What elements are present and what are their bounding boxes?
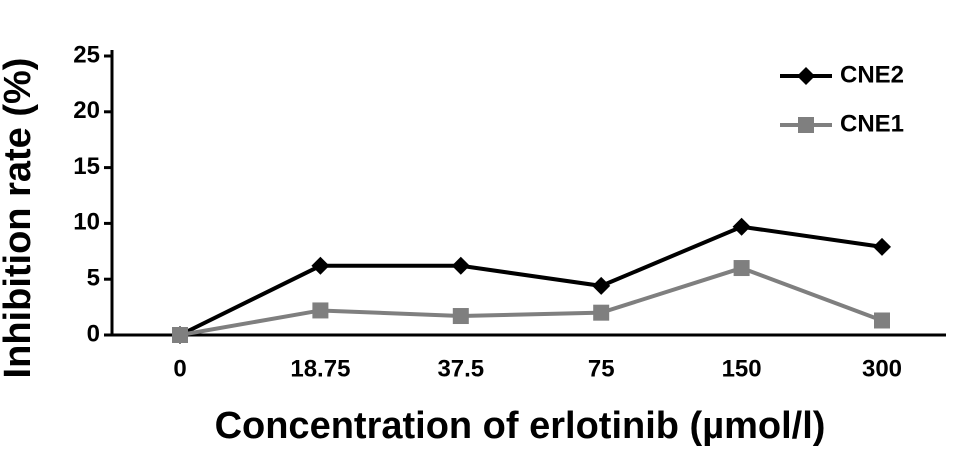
y-tick-label: 10 — [73, 209, 100, 236]
y-tick-label: 15 — [73, 153, 100, 180]
marker — [172, 327, 188, 343]
y-tick-label: 25 — [73, 41, 100, 68]
marker — [451, 256, 470, 275]
x-tick-label: 150 — [722, 355, 762, 382]
legend-label: CNE1 — [840, 110, 904, 137]
legend-marker — [798, 117, 814, 133]
marker — [593, 304, 610, 321]
x-tick-label: 0 — [173, 355, 186, 382]
y-tick-label: 5 — [87, 265, 100, 292]
x-tick-label: 18.75 — [290, 355, 350, 382]
x-tick-label: 75 — [588, 355, 615, 382]
marker — [874, 312, 890, 329]
series-line — [179, 265, 883, 337]
x-tick-label: 300 — [862, 355, 902, 382]
legend-label: CNE2 — [840, 61, 904, 88]
legend-marker — [797, 67, 815, 85]
x-tick-label: 37.5 — [437, 355, 484, 382]
marker — [873, 237, 891, 256]
y-axis-title: Inhibition rate (%) — [0, 58, 39, 379]
series-line — [179, 224, 883, 337]
marker — [312, 302, 329, 319]
marker — [732, 217, 751, 236]
marker — [733, 260, 750, 277]
x-axis-title: Concentration of erlotinib (µmol/l) — [215, 405, 826, 447]
marker — [592, 276, 611, 295]
marker — [311, 256, 330, 275]
y-tick-label: 0 — [87, 320, 100, 347]
marker — [452, 308, 469, 325]
y-tick-label: 20 — [73, 97, 100, 124]
